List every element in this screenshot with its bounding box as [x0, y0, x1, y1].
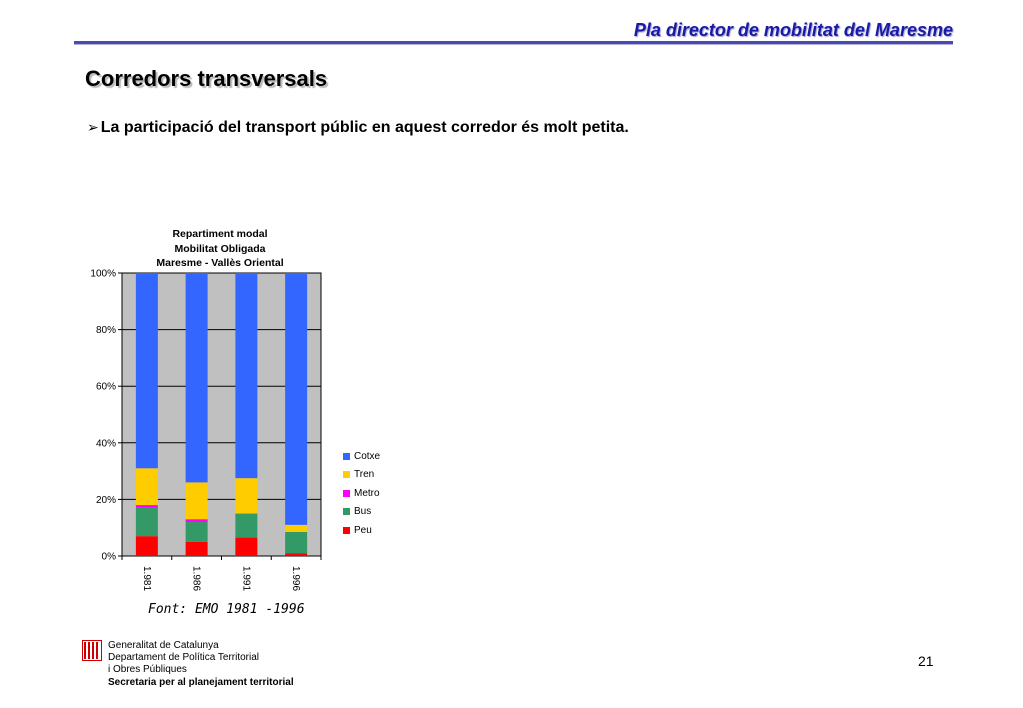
bullet-text: La participació del transport públic en …: [100, 119, 629, 136]
bar-segment-cotxe: [285, 273, 308, 525]
bar-segment-tren: [185, 482, 208, 520]
bar-segment-bus: [285, 531, 308, 554]
legend-item: Cotxe: [343, 447, 380, 466]
bar-segment-cotxe: [235, 273, 258, 479]
bar-segment-peu: [285, 553, 308, 556]
footer-line: Generalitat de Catalunya: [108, 640, 219, 651]
bar-segment-metro: [135, 505, 158, 508]
y-tick-label: 40%: [96, 438, 116, 449]
legend-item: Bus: [343, 503, 380, 522]
legend-swatch: [343, 471, 350, 479]
chart-title-line: Repartiment modal: [172, 228, 268, 240]
y-tick-label: 100%: [90, 269, 116, 280]
footer-line: Secretaria per al planejament territoria…: [108, 676, 294, 688]
chart-title-line: Mobilitat Obligada: [174, 242, 266, 255]
page-number: 21: [918, 653, 934, 669]
legend-item: Tren: [343, 466, 380, 485]
legend-label: Tren: [354, 469, 375, 481]
y-tick-label: 20%: [96, 495, 116, 506]
x-tick-label: 1.996: [290, 566, 301, 591]
bar-segment-cotxe: [185, 273, 208, 483]
chart-title: Repartiment modal Mobilitat Obligada Mar…: [120, 227, 320, 271]
legend-swatch: [343, 489, 350, 497]
legend-item: Metro: [343, 484, 380, 503]
source-note: Font: EMO 1981 -1996: [148, 602, 305, 617]
chart-legend: Cotxe Tren Metro Bus Peu: [343, 447, 380, 540]
bar-segment-bus: [135, 507, 158, 537]
legend-label: Peu: [354, 524, 372, 536]
y-tick-label: 0%: [102, 552, 117, 563]
generalitat-logo: [82, 640, 102, 661]
bar-segment-peu: [185, 541, 208, 556]
chart-title-line: Maresme - Vallès Oriental: [156, 257, 284, 269]
footer-line: Departament de Política Territorial: [108, 652, 259, 664]
bar-segment-tren: [285, 524, 308, 532]
x-tick-label: 1.986: [191, 566, 202, 591]
x-tick-label: 1.981: [141, 566, 152, 591]
y-tick-label: 60%: [96, 382, 116, 393]
arrow-bullet-icon: ➢: [87, 120, 99, 136]
bar-segment-peu: [235, 537, 258, 556]
bar-segment-tren: [235, 478, 258, 514]
bar-segment-bus: [185, 522, 208, 542]
legend-swatch: [343, 526, 350, 534]
y-tick-label: 80%: [96, 325, 116, 336]
slide-title: Corredors transversals: [85, 66, 328, 91]
legend-swatch: [343, 508, 350, 516]
header-divider: [74, 41, 953, 45]
legend-item: Peu: [343, 521, 380, 540]
footer-line: i Obres Públiques: [108, 664, 187, 676]
bar-segment-metro: [185, 519, 208, 523]
bar-segment-peu: [135, 536, 158, 556]
presentation-title: Pla director de mobilitat del Maresme: [633, 20, 953, 40]
bar-segment-bus: [235, 513, 258, 538]
legend-swatch: [343, 452, 350, 460]
legend-label: Cotxe: [354, 450, 381, 462]
legend-label: Bus: [354, 506, 372, 518]
bullet-point: ➢ La participació del transport públic en…: [87, 119, 629, 137]
x-tick-label: 1.991: [240, 566, 251, 591]
bar-segment-tren: [135, 468, 158, 506]
footer-organization: Generalitat de Catalunya Departament de …: [108, 640, 294, 689]
legend-label: Metro: [354, 487, 380, 499]
bar-segment-cotxe: [135, 273, 158, 469]
